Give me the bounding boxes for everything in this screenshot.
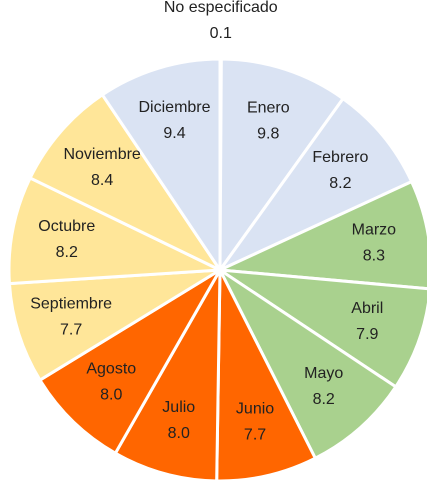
slice-label: Noviembre [63,146,140,163]
pie-slice [218,57,346,275]
slice-value: 8.2 [313,391,335,408]
pie-slice [7,175,226,286]
slice-value: 8.4 [91,172,113,189]
pie-slice [214,179,427,291]
slice-value: 9.8 [257,126,279,143]
slice-label: Agosto [86,360,136,377]
slice-value: 7.9 [356,326,378,343]
slice-value: 7.7 [60,321,82,338]
pie-slice [215,269,318,483]
pie-slice [215,96,414,274]
slice-label: Febrero [312,149,368,166]
pie-slice [100,57,222,275]
slice-label: Diciembre [139,99,211,116]
slice-label: Marzo [352,222,397,239]
slice-label: Julio [162,399,195,416]
slice-value: 7.7 [244,426,266,443]
slice-label: Octubre [38,218,95,235]
pie-slice [113,269,222,483]
pie-slice [219,268,427,389]
pie-slice [37,268,222,456]
slice-value: 8.3 [363,248,385,265]
slice-label: Mayo [304,365,343,382]
slice-value: 8.2 [329,175,351,192]
slice-label: Enero [247,100,290,117]
slice-value: 8.0 [168,425,190,442]
slice-value: 8.0 [100,386,122,403]
slice-value: 8.2 [56,244,78,261]
slice-label: No especificado [164,0,278,16]
slice-value: 9.4 [163,125,185,142]
pie-slice [216,265,398,461]
slice-label: Junio [236,400,274,417]
pie-slice [7,268,221,383]
slice-label: Abril [351,300,383,317]
slice-label: Septiembre [30,295,112,312]
slice-value: 0.1 [210,25,232,42]
pie-slice [28,92,225,274]
